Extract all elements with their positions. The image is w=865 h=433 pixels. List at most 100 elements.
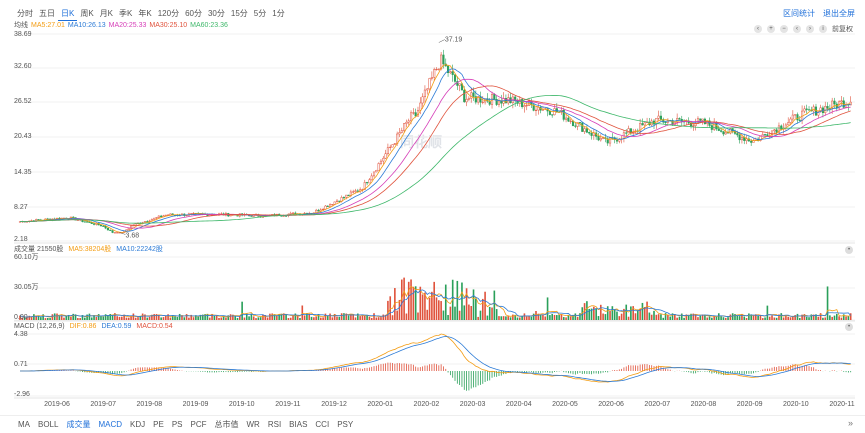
zoom-in-icon[interactable]: + [767,25,775,33]
volume-bar [412,286,415,320]
zoom-out-icon[interactable]: − [780,25,788,33]
candle-body [113,232,116,234]
volume-bar [579,313,581,320]
tab-1[interactable]: 五日 [39,9,55,18]
candle-body [88,221,91,223]
candle-body [366,182,369,184]
volume-bar [19,315,21,320]
volume-bar [447,315,449,320]
prev-icon[interactable]: ‹ [793,25,801,33]
y-tick-label: 20.43 [14,133,32,140]
indicator-4[interactable]: KDJ [130,420,146,429]
indicator-5[interactable]: PE [153,420,164,429]
macd-legend-item: MACD (12,26,9) [14,323,65,330]
indicator-8[interactable]: 总市值 [214,420,239,429]
volume-bar [315,316,317,320]
candle-body [472,92,475,97]
volume-bar [454,306,456,320]
volume-bar [701,314,704,320]
move-left-icon[interactable]: ‹ [754,25,762,33]
volume-bar [417,312,419,320]
candle-body [641,123,644,126]
macd-settings-icon[interactable]: • [845,323,853,331]
candle-body [474,96,477,103]
candle-body [92,223,96,225]
volume-bar [188,317,190,320]
indicator-10[interactable]: RSI [267,420,282,429]
volume-bar [734,314,736,320]
volume-bar [44,318,47,320]
volume-bar [352,314,355,320]
candle-body [664,121,667,123]
indicator-6[interactable]: PS [171,420,183,429]
tab-0[interactable]: 分时 [17,9,33,18]
x-tick-label: 2019-08 [136,401,163,408]
candle-body [777,125,781,133]
candle-body [525,105,528,107]
macd-legend-item: MACD:0.54 [136,323,173,330]
candle-body [775,129,778,133]
indicator-1[interactable]: BOLL [38,420,59,429]
range-stats-button[interactable]: 区间统计 [783,9,815,18]
volume-bar [377,317,380,320]
indicator-12[interactable]: CCI [315,420,330,429]
volume-bar [245,313,248,320]
indicator-3[interactable]: MACD [98,420,123,429]
volume-bar [569,316,572,320]
volume-bar [363,315,366,320]
x-tick-label: 2020-03 [459,401,486,408]
volume-bar [771,315,773,320]
tab-6[interactable]: 年K [138,9,152,18]
candle-body [639,123,642,132]
volume-bar [239,315,241,320]
exit-fullscreen-button[interactable]: 退出全屏 [823,9,855,18]
candle-body [537,107,540,111]
tab-10[interactable]: 15分 [230,9,248,18]
y-tick-label: 26.52 [14,98,32,105]
indicator-0[interactable]: MA [18,420,30,429]
volume-bar [660,314,662,320]
volume-bar [486,315,489,320]
indicator-13[interactable]: PSY [337,420,354,429]
volume-bar [155,314,158,320]
next-icon[interactable]: › [806,25,814,33]
volume-settings-icon[interactable]: • [845,246,853,254]
volume-bar [849,313,852,320]
indicator-7[interactable]: PCF [190,420,207,429]
volume-bar [287,318,290,320]
more-indicators-button[interactable]: » [847,418,853,428]
indicator-2[interactable]: 成交量 [66,420,91,429]
tab-5[interactable]: 季K [119,9,133,18]
volume-bar [88,313,91,320]
tab-12[interactable]: 1分 [272,9,285,18]
volume-bar [713,315,715,320]
tab-8[interactable]: 60分 [185,9,202,18]
volume-bar [410,279,412,320]
volume-bar [387,300,389,320]
volume-bar [593,306,595,320]
volume-bar [632,306,634,320]
tab-9[interactable]: 30分 [207,9,225,18]
candle-body [643,122,646,126]
info-icon[interactable]: i [819,25,827,33]
volume-bar [595,308,597,320]
tab-4[interactable]: 月K [99,9,114,18]
tab-2[interactable]: 日K [58,7,78,21]
volume-bar [796,313,799,320]
indicator-9[interactable]: WR [246,420,260,429]
tab-11[interactable]: 5分 [253,9,267,18]
candle-body [817,111,820,116]
volume-bar [252,316,255,320]
restore-right-button[interactable]: 前复权 [832,26,853,33]
volume-bar [400,279,403,320]
volume-bar [33,314,35,320]
candle-body [403,123,406,131]
volume-bar [190,314,193,320]
volume-bar [761,318,764,320]
volume-bar [530,316,533,320]
tab-7[interactable]: 120分 [157,9,180,18]
tab-3[interactable]: 周K [80,9,94,18]
indicator-11[interactable]: BIAS [289,420,308,429]
volume-bar [736,315,739,320]
